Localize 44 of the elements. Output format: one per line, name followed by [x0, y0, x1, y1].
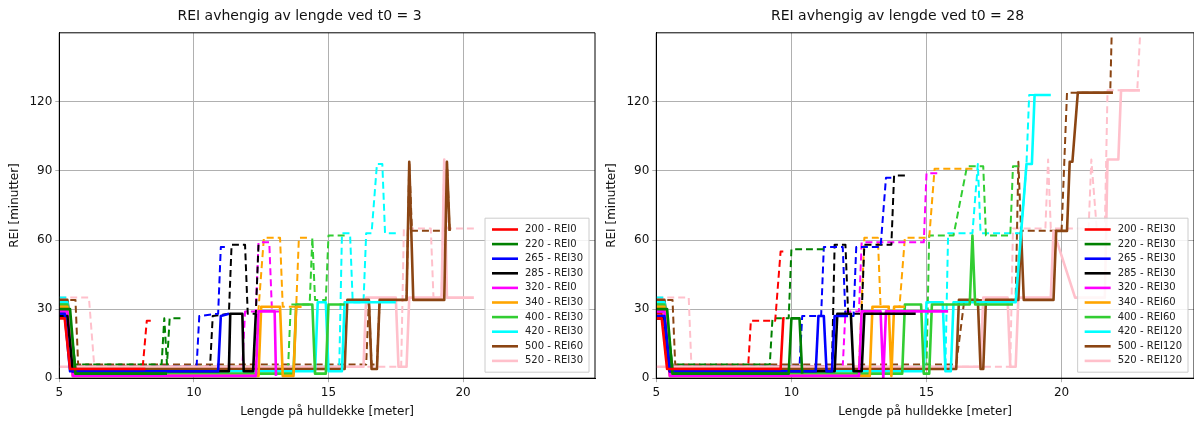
y-tick-label: 0 [44, 370, 53, 385]
legend-label: 420 - REI120 [1117, 325, 1182, 337]
legend-label: 220 - REI30 [1117, 237, 1176, 249]
chart-title: REI avhengig av lengde ved t0 = 3 [177, 7, 422, 24]
x-tick-label: 5 [652, 384, 661, 399]
legend-label: 340 - REI60 [1117, 296, 1176, 308]
y-tick-label: 120 [29, 94, 53, 108]
x-tick-label: 10 [783, 384, 800, 399]
y-axis-title: REI [minutter] [7, 163, 22, 248]
x-tick-label: 20 [455, 384, 471, 399]
legend-label: 340 - REI30 [525, 296, 584, 308]
y-tick-label: 90 [37, 163, 53, 178]
y-tick-label: 60 [634, 232, 650, 247]
x-tick-label: 5 [55, 384, 64, 399]
chart-title: REI avhengig av lengde ved t0 = 28 [770, 7, 1025, 24]
y-tick-label: 90 [634, 163, 650, 178]
y-tick-label: 60 [37, 232, 53, 247]
legend-label: 500 - REI60 [525, 339, 584, 351]
y-tick-label: 0 [641, 370, 650, 385]
legend-label: 265 - REI30 [1117, 252, 1176, 264]
x-axis-title: Lengde på hulldekke [meter] [240, 403, 414, 418]
legend-label: 420 - REI30 [525, 325, 584, 337]
x-tick-label: 20 [1053, 384, 1070, 399]
y-tick-label: 30 [634, 301, 650, 316]
legend-label: 265 - REI30 [525, 252, 584, 264]
legend-label: 320 - REI30 [1117, 281, 1176, 293]
legend-label: 520 - REI120 [1117, 354, 1182, 366]
legend-label: 400 - REI30 [525, 310, 584, 322]
legend-label: 320 - REI0 [525, 281, 577, 293]
legend-label: 220 - REI0 [525, 237, 577, 249]
legend-label: 200 - REI30 [1117, 223, 1176, 235]
x-tick-label: 10 [186, 384, 202, 399]
legend-label: 520 - REI30 [525, 354, 584, 366]
legend-label: 285 - REI30 [525, 266, 584, 278]
y-axis-title: REI [minutter] [604, 163, 619, 248]
x-tick-label: 15 [918, 384, 935, 399]
y-tick-label: 30 [37, 301, 53, 316]
legend-label: 400 - REI60 [1117, 310, 1176, 322]
x-tick-label: 15 [320, 384, 337, 399]
legend-label: 285 - REI30 [1117, 266, 1176, 278]
legend-label: 200 - REI0 [525, 223, 577, 235]
x-axis-title: Lengde på hulldekke [meter] [838, 403, 1012, 418]
legend-label: 500 - REI120 [1117, 339, 1182, 351]
y-tick-label: 120 [626, 94, 650, 108]
